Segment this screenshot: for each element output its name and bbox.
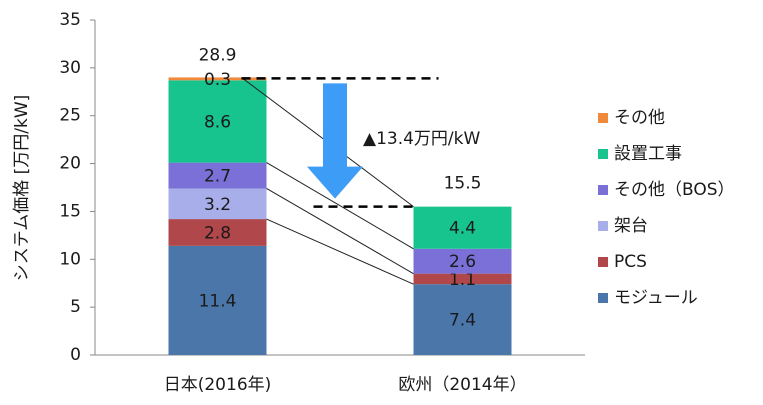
bar-segment: [168, 219, 267, 246]
y-tick-label: 0: [70, 345, 81, 365]
value-label: 7.4: [449, 311, 476, 331]
legend-label: その他: [614, 108, 665, 128]
bar-segment: [413, 206, 512, 249]
y-tick-label: 20: [59, 154, 81, 174]
value-label: 3.2: [204, 195, 231, 215]
value-label: 2.6: [449, 252, 476, 272]
y-tick-label: 35: [59, 10, 81, 30]
legend-label: PCS: [614, 252, 647, 272]
bar-segment: [168, 77, 267, 81]
connector-line: [266, 218, 414, 285]
y-tick-label: 30: [59, 58, 81, 78]
bar-segment: [413, 284, 512, 355]
total-label: 15.5: [444, 174, 482, 194]
y-tick-label: 15: [59, 201, 81, 221]
y-axis-label: システム価格 [万円/kW]: [12, 95, 32, 282]
bar-segment: [168, 162, 267, 189]
legend-label: その他（BOS）: [614, 180, 735, 200]
legend-label: 架台: [614, 216, 648, 236]
y-tick-label: 10: [59, 249, 81, 269]
total-label: 28.9: [199, 45, 237, 65]
legend-swatch: [598, 257, 608, 267]
annotation: ▲13.4万円/kW: [363, 129, 480, 149]
bar-segment: [413, 273, 512, 285]
arrow: [307, 83, 363, 199]
legend-swatch: [598, 221, 608, 231]
x-tick-label: 欧州（2014年）: [398, 375, 526, 395]
legend-swatch: [598, 113, 608, 123]
bar-segment: [168, 188, 267, 220]
legend-swatch: [598, 185, 608, 195]
y-tick-label: 25: [59, 106, 81, 126]
bar-segment: [168, 80, 267, 163]
value-label: 11.4: [199, 291, 237, 311]
legend-label: モジュール: [614, 288, 698, 308]
value-label: 4.4: [449, 219, 476, 239]
bar-segment: [413, 248, 512, 274]
value-label: 2.8: [204, 223, 231, 243]
value-label: 2.7: [204, 167, 231, 187]
value-label: 0.3: [204, 70, 231, 90]
value-label: 1.1: [449, 270, 476, 290]
value-label: 8.6: [204, 112, 231, 132]
legend-swatch: [598, 293, 608, 303]
connector-line: [266, 162, 414, 250]
legend-swatch: [598, 149, 608, 159]
legend-label: 設置工事: [614, 144, 682, 164]
x-tick-label: 日本(2016年): [164, 375, 272, 395]
y-tick-label: 5: [70, 297, 81, 317]
connector-line: [266, 188, 414, 275]
bar-segment: [168, 245, 267, 355]
